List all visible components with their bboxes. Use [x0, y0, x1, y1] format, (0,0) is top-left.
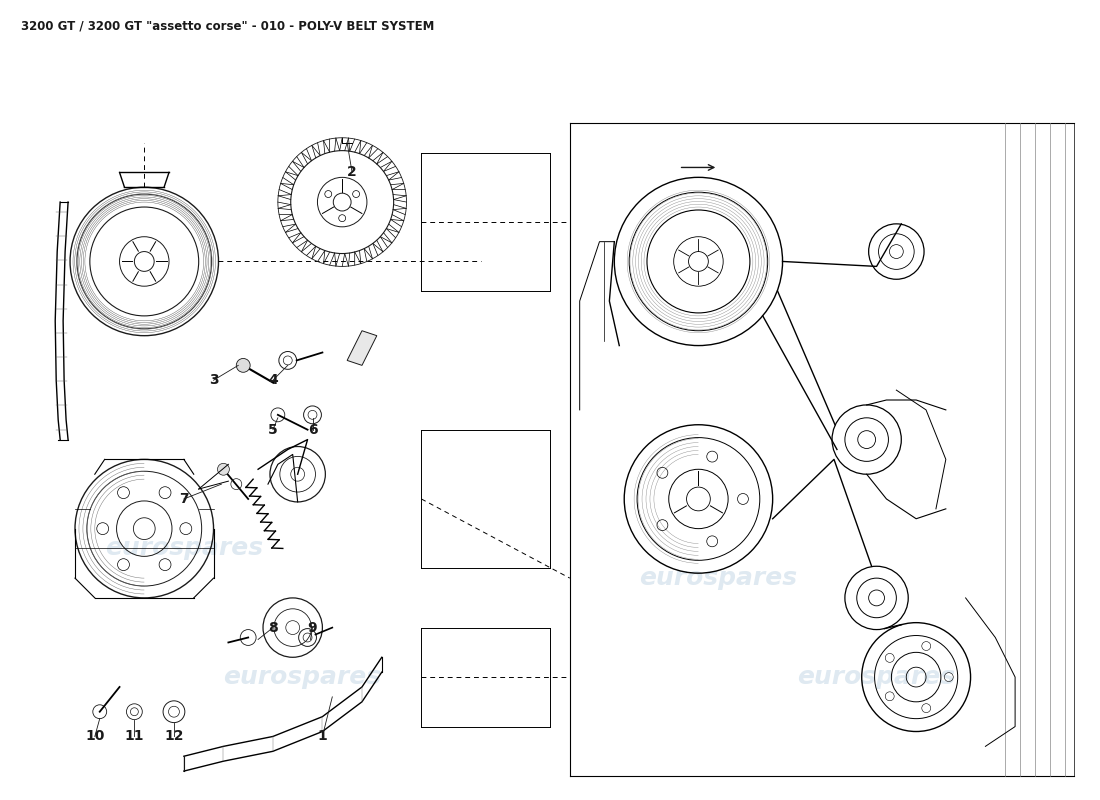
Text: 6: 6: [308, 422, 317, 437]
Text: 7: 7: [179, 492, 189, 506]
Text: 3: 3: [209, 374, 219, 387]
Text: 11: 11: [124, 730, 144, 743]
Text: 3200 GT / 3200 GT "assetto corse" - 010 - POLY-V BELT SYSTEM: 3200 GT / 3200 GT "assetto corse" - 010 …: [21, 19, 433, 32]
Polygon shape: [348, 330, 377, 366]
Text: 10: 10: [85, 730, 104, 743]
Text: eurospares: eurospares: [104, 537, 263, 561]
Text: eurospares: eurospares: [639, 566, 797, 590]
Text: 4: 4: [268, 374, 278, 387]
Text: 12: 12: [164, 730, 184, 743]
Text: 8: 8: [268, 621, 278, 634]
Text: 2: 2: [348, 166, 358, 179]
Text: 5: 5: [268, 422, 278, 437]
Text: eurospares: eurospares: [798, 665, 956, 689]
Text: 9: 9: [308, 621, 317, 634]
Circle shape: [218, 463, 230, 475]
Circle shape: [333, 193, 351, 211]
Circle shape: [236, 358, 250, 372]
Text: 1: 1: [318, 730, 328, 743]
Text: eurospares: eurospares: [223, 665, 382, 689]
